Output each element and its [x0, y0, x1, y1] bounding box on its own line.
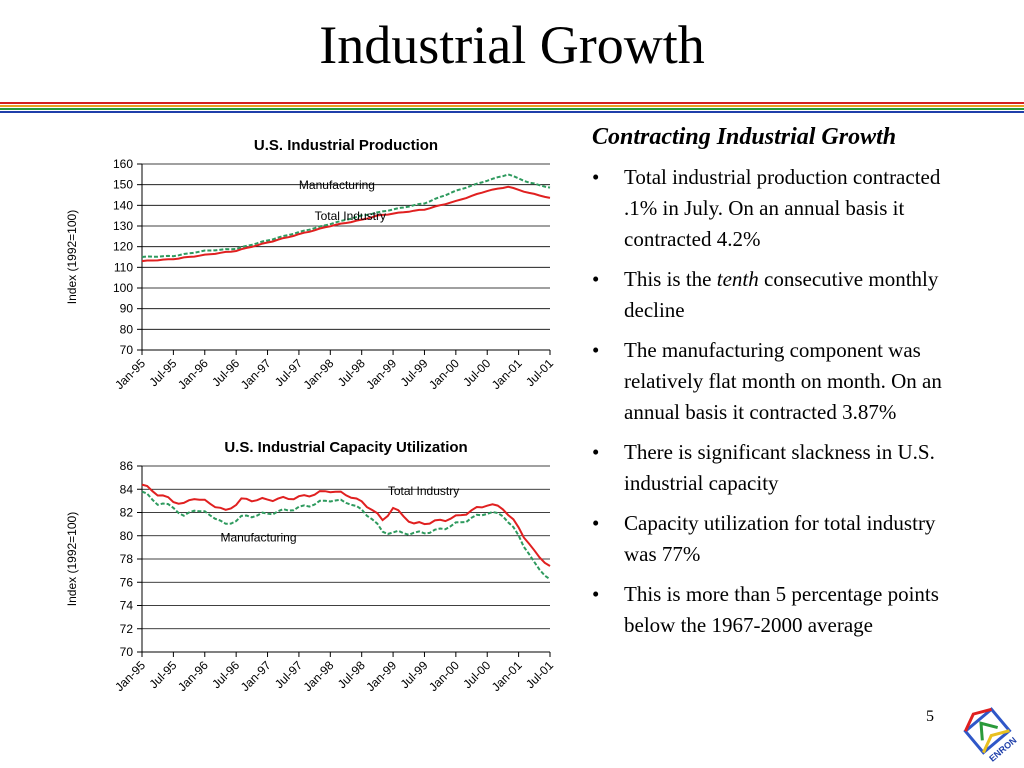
- bullet-dot: •: [592, 511, 600, 535]
- x-tick-label: Jul-99: [398, 658, 431, 691]
- bullet-dot: •: [592, 440, 600, 464]
- y-tick-label: 70: [120, 645, 134, 659]
- logo-text: ENRON: [987, 735, 1018, 762]
- x-tick-label: Jul-97: [272, 658, 305, 691]
- y-tick-label: 130: [113, 219, 133, 233]
- x-tick-label: Jan-99: [363, 658, 399, 694]
- bullet-item: • This is more than 5 percentage points b…: [590, 579, 959, 641]
- x-tick-label: Jul-98: [335, 658, 368, 691]
- x-tick-label: Jul-01: [523, 356, 556, 389]
- x-tick-label: Jan-01: [489, 658, 525, 694]
- y-tick-label: 86: [120, 459, 134, 473]
- y-tick-label: 150: [113, 178, 133, 192]
- y-tick-label: 80: [120, 322, 134, 336]
- bullet-dot: •: [592, 267, 600, 291]
- y-tick-label: 70: [120, 343, 134, 357]
- series-line-total-industry: [141, 185, 551, 263]
- divider-stripe: [0, 102, 1024, 104]
- y-tick-label: 140: [113, 198, 133, 212]
- divider-stripe: [0, 111, 1024, 113]
- bullet-text: This is the: [624, 267, 717, 291]
- x-tick-label: Jul-97: [272, 356, 305, 389]
- logo-frame-red: [964, 707, 992, 732]
- x-tick-label: Jan-01: [489, 356, 525, 392]
- bullet-item: • Capacity utilization for total industry…: [590, 508, 959, 570]
- y-tick-label: 100: [113, 281, 133, 295]
- series-label: Manufacturing: [220, 531, 296, 545]
- y-tick-label: 72: [120, 622, 134, 636]
- series-line-manufacturing: [141, 173, 551, 258]
- slide-title: Industrial Growth: [319, 15, 705, 75]
- x-tick-label: Jan-98: [301, 356, 337, 392]
- x-tick-label: Jan-95: [112, 356, 148, 392]
- x-tick-label: Jan-96: [175, 356, 211, 392]
- chart-title: U.S. Industrial Production: [254, 137, 438, 154]
- bullet-item: • There is significant slackness in U.S. …: [590, 437, 959, 499]
- y-tick-label: 82: [120, 506, 134, 520]
- bullet-dot: •: [592, 165, 600, 189]
- enron-logo: ENRON: [963, 707, 1018, 762]
- industrial-production-chart: U.S. Industrial Production 70 80 90 100 110 12…: [65, 137, 556, 392]
- x-tick-label: Jan-97: [238, 658, 274, 694]
- y-tick-label: 120: [113, 240, 133, 254]
- y-tick-label: 110: [114, 260, 133, 274]
- series-label: Total Industry: [315, 209, 386, 223]
- y-tick-label: 84: [120, 482, 134, 496]
- x-tick-label: Jan-99: [363, 356, 399, 392]
- series-label: Total Industry: [388, 484, 459, 498]
- y-tick-label: 160: [113, 157, 133, 171]
- x-tick-label: Jul-96: [209, 658, 242, 691]
- logo-frame-blue: [963, 707, 1012, 755]
- capacity-utilization-chart: U.S. Industrial Capacity Utilization 70 72…: [65, 439, 556, 694]
- x-tick-label: Jul-95: [146, 658, 179, 691]
- bullet-item: • This is the tenth consecutive monthly d…: [590, 264, 959, 326]
- bullet-item: • Total industrial production contracted …: [590, 162, 959, 255]
- x-tick-label: Jan-00: [426, 658, 462, 694]
- bullet-text: consecutive monthly decline: [624, 267, 939, 322]
- bullet-text: This is more than 5 percentage points be…: [624, 582, 939, 637]
- page-number: 5: [926, 708, 934, 725]
- x-tick-label: Jul-95: [146, 356, 179, 389]
- bullet-text: Capacity utilization for total industry …: [624, 511, 936, 566]
- x-tick-label: Jan-97: [238, 356, 274, 392]
- x-tick-label: Jul-00: [460, 658, 493, 691]
- logo-frame-yellow: [982, 729, 1010, 754]
- bullet-dot: •: [592, 338, 600, 362]
- bullets-panel: Contracting Industrial Growth • Total ind…: [590, 122, 1010, 650]
- bullet-item: • The manufacturing component was relativ…: [590, 335, 959, 428]
- logo-frame-green: [979, 721, 999, 741]
- x-tick-label: Jan-96: [175, 658, 211, 694]
- series-line-total-industry: [141, 483, 551, 567]
- bullet-text: There is significant slackness in U.S. i…: [624, 440, 935, 495]
- chart-title: U.S. Industrial Capacity Utilization: [224, 439, 467, 456]
- y-tick-label: 74: [120, 599, 134, 613]
- bullet-text: The manufacturing component was relative…: [624, 338, 942, 424]
- x-tick-label: Jan-95: [112, 658, 148, 694]
- y-axis-label: Index (1992=100): [65, 210, 79, 304]
- x-tick-label: Jul-98: [335, 356, 368, 389]
- y-tick-label: 90: [120, 302, 134, 316]
- series-label: Manufacturing: [299, 178, 375, 192]
- y-tick-label: 76: [120, 575, 134, 589]
- bullet-text: tenth: [716, 267, 759, 291]
- divider-stripe: [0, 105, 1024, 107]
- bullet-text: Total industrial production contracted .…: [624, 165, 941, 251]
- bullet-list: • Total industrial production contracted …: [590, 162, 1010, 641]
- x-tick-label: Jul-00: [460, 356, 493, 389]
- y-tick-label: 80: [120, 529, 134, 543]
- title-divider: [0, 102, 1024, 118]
- bullets-heading: Contracting Industrial Growth: [592, 124, 897, 150]
- divider-stripe: [0, 108, 1024, 110]
- y-tick-label: 78: [120, 552, 134, 566]
- x-tick-label: Jul-96: [209, 356, 242, 389]
- series-line-manufacturing: [141, 490, 551, 581]
- x-tick-label: Jul-01: [523, 658, 556, 691]
- x-tick-label: Jan-98: [301, 658, 337, 694]
- x-tick-label: Jan-00: [426, 356, 462, 392]
- bullet-dot: •: [592, 582, 600, 606]
- x-tick-label: Jul-99: [398, 356, 431, 389]
- y-axis-label: Index (1992=100): [65, 512, 79, 606]
